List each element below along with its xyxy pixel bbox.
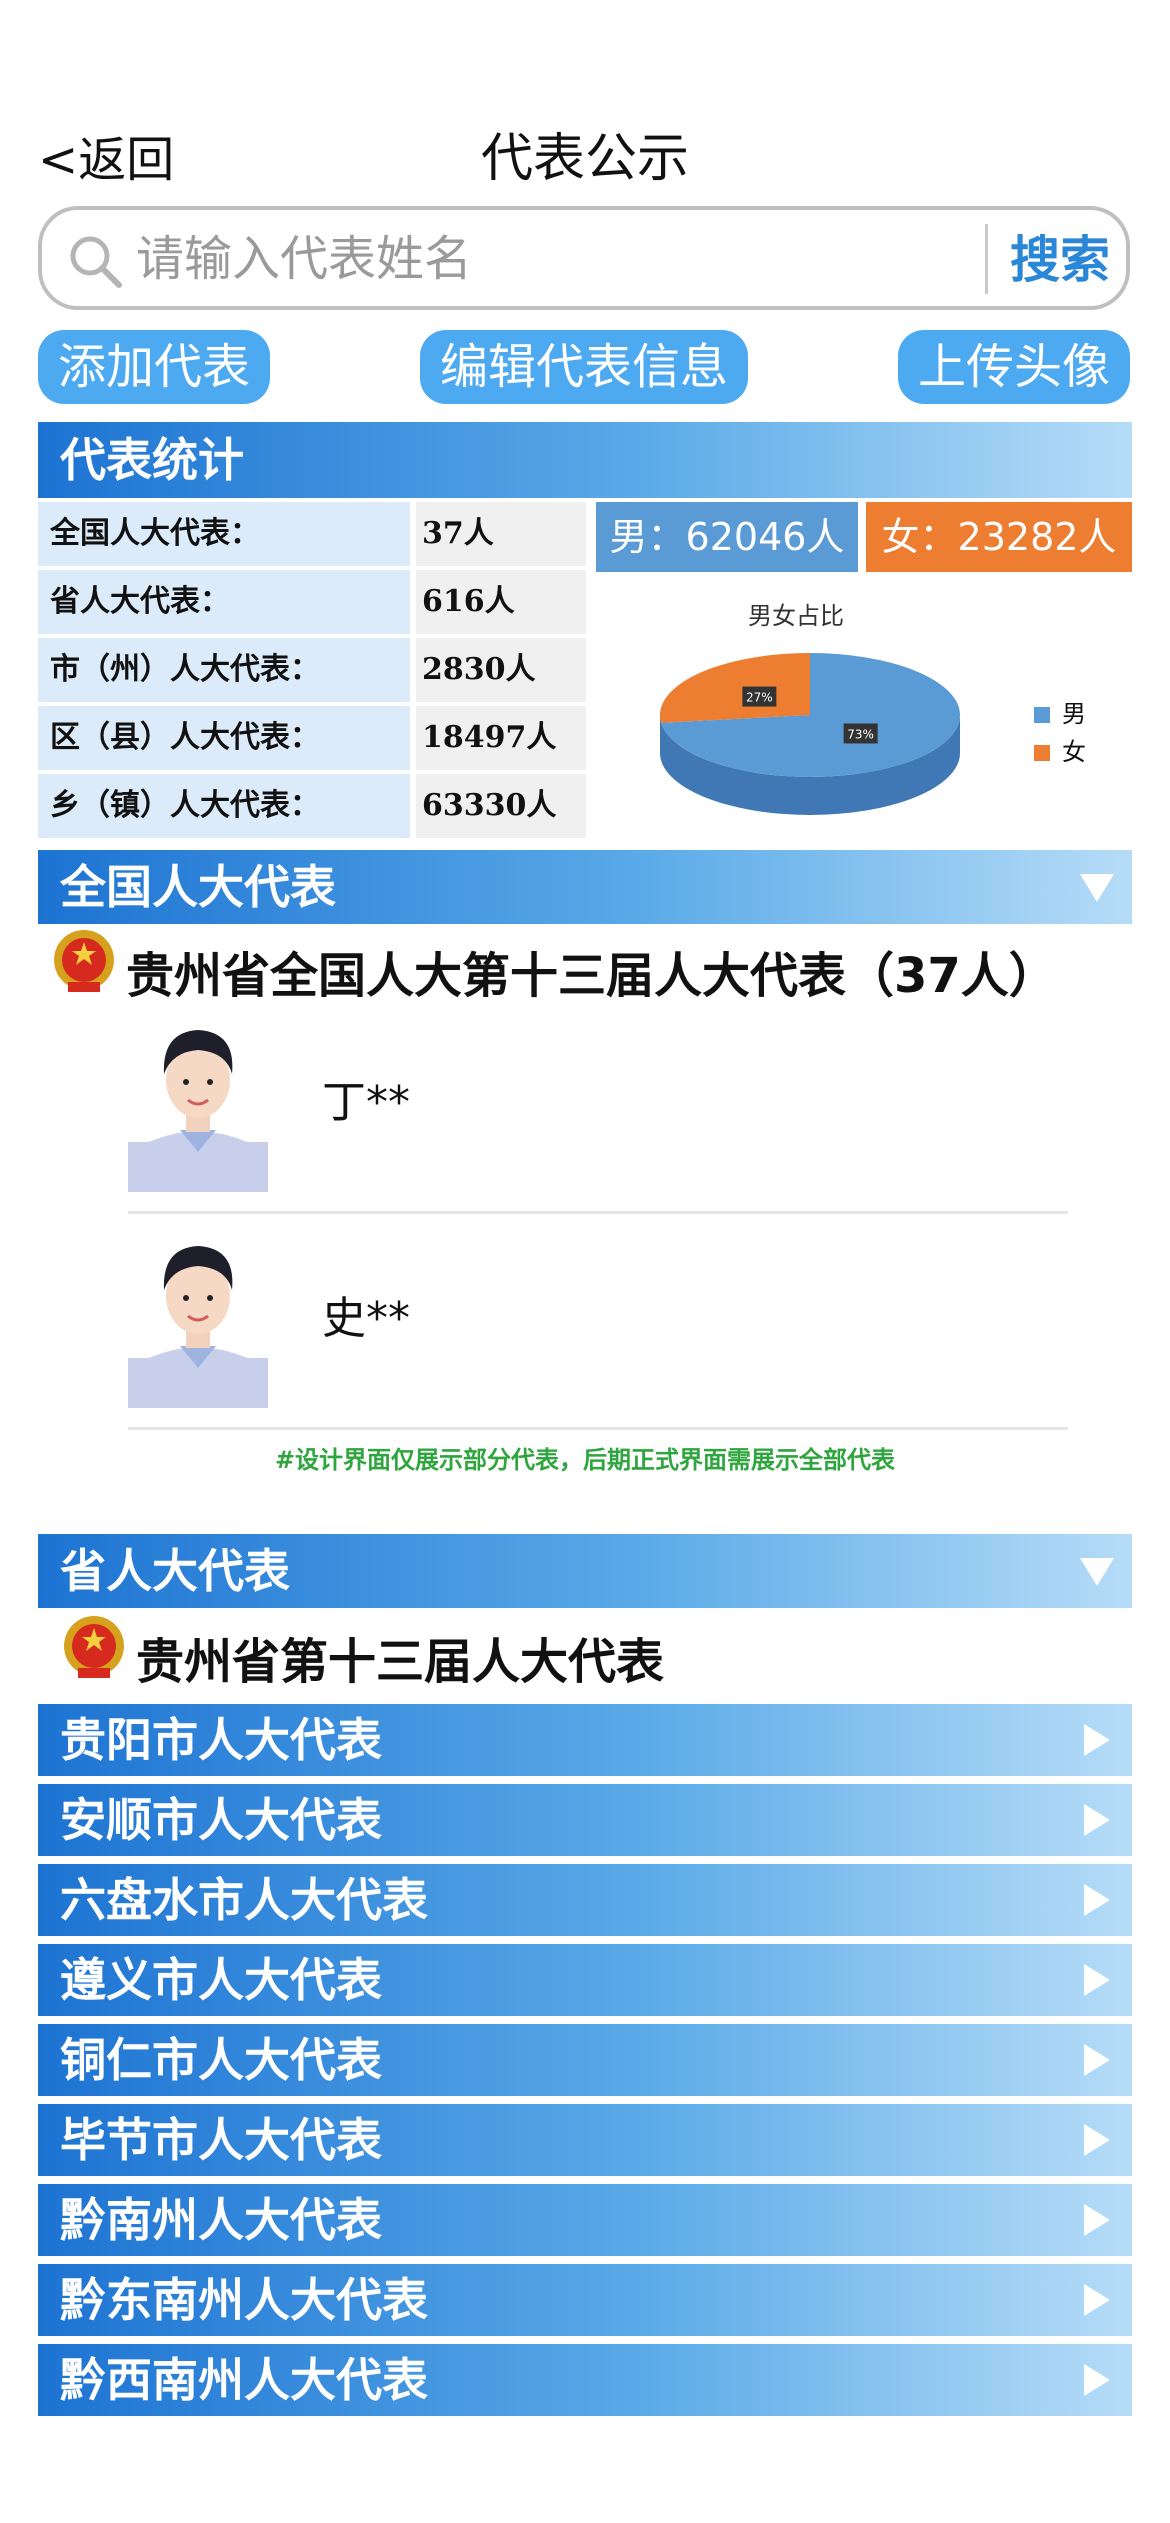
city-item-anshun[interactable]: 安顺市人大代表 [38, 1784, 1132, 1856]
pie-slice [661, 653, 960, 777]
stat-value: 2830人 [416, 638, 586, 702]
legend-label: 男 [1062, 700, 1086, 728]
national-representatives-header[interactable]: 全国人大代表 [38, 850, 1132, 924]
city-item-zunyi[interactable]: 遵义市人大代表 [38, 1944, 1132, 2016]
city-item-qianxinan[interactable]: 黔西南州人大代表 [38, 2344, 1132, 2416]
city-item-guiyang[interactable]: 贵阳市人大代表 [38, 1704, 1132, 1776]
city-label: 黔西南州人大代表 [60, 2353, 428, 2407]
pie-data-label-bg [742, 686, 777, 707]
pie-data-label-bg [843, 723, 878, 744]
legend-swatch [1034, 707, 1050, 723]
city-item-liupanshui[interactable]: 六盘水市人大代表 [38, 1864, 1132, 1936]
chevron-right-icon [1084, 1884, 1110, 1916]
stat-row: 市（州）人大代表： 2830人 [38, 638, 586, 702]
pie-data-label: 73% [847, 727, 874, 741]
search-icon [70, 236, 122, 288]
stat-value: 63330人 [416, 774, 586, 838]
chevron-right-icon [1084, 1804, 1110, 1836]
provincial-representatives-header[interactable]: 省人大代表 [38, 1534, 1132, 1608]
stat-row: 全国人大代表： 37人 [38, 502, 586, 566]
national-section-heading: 贵州省全国人大第十三届人大代表（37人） [126, 948, 1057, 1004]
city-label: 黔东南州人大代表 [60, 2273, 428, 2327]
representative-item[interactable]: 史** [128, 1218, 1068, 1430]
chevron-right-icon [1084, 2044, 1110, 2076]
upload-avatar-button[interactable]: 上传头像 [898, 330, 1130, 404]
add-representative-button[interactable]: 添加代表 [38, 330, 270, 404]
national-section-title: 全国人大代表 [60, 860, 336, 914]
legend-item-female: 女 [1034, 732, 1086, 767]
city-label: 黔南州人大代表 [60, 2193, 382, 2247]
avatar [128, 1030, 268, 1192]
chevron-right-icon [1084, 1724, 1110, 1756]
stat-value: 616人 [416, 570, 586, 634]
chart-title: 男女占比 [748, 602, 844, 630]
gender-pie-chart: 73% 27% [660, 653, 960, 815]
city-label: 贵阳市人大代表 [60, 1713, 382, 1767]
city-label: 铜仁市人大代表 [60, 2033, 382, 2087]
stats-section-header: 代表统计 [38, 422, 1132, 498]
city-label: 遵义市人大代表 [60, 1953, 382, 2007]
stats-section-title: 代表统计 [60, 433, 244, 487]
search-divider [985, 224, 988, 294]
provincial-section-heading: 贵州省第十三届人大代表 [136, 1634, 665, 1690]
legend-swatch [1034, 745, 1050, 761]
chevron-right-icon [1084, 2364, 1110, 2396]
chevron-down-icon [1080, 1558, 1114, 1586]
pie-slice [660, 653, 810, 723]
search-input[interactable] [134, 220, 998, 298]
stat-label: 省人大代表： [38, 570, 410, 634]
search-button[interactable]: 搜索 [1010, 231, 1110, 289]
provincial-section-title: 省人大代表 [60, 1544, 290, 1598]
city-item-tongren[interactable]: 铜仁市人大代表 [38, 2024, 1132, 2096]
city-item-qiandongnan[interactable]: 黔东南州人大代表 [38, 2264, 1132, 2336]
stat-value: 37人 [416, 502, 586, 566]
stat-value: 18497人 [416, 706, 586, 770]
city-label: 六盘水市人大代表 [60, 1873, 428, 1927]
design-note: #设计界面仅展示部分代表，后期正式界面需展示全部代表 [274, 1446, 896, 1474]
national-emblem-icon [54, 930, 114, 992]
chevron-right-icon [1084, 2204, 1110, 2236]
representative-item[interactable]: 丁** [128, 1002, 1068, 1214]
legend-item-male: 男 [1034, 694, 1086, 729]
legend-label: 女 [1062, 738, 1086, 766]
pie-data-label: 27% [746, 691, 773, 705]
representative-name: 丁** [322, 1077, 410, 1128]
female-count-badge: 女：23282人 [866, 502, 1132, 572]
city-item-bijie[interactable]: 毕节市人大代表 [38, 2104, 1132, 2176]
pie-side [660, 715, 960, 815]
city-item-qiannan[interactable]: 黔南州人大代表 [38, 2184, 1132, 2256]
stat-label: 乡（镇）人大代表： [38, 774, 410, 838]
chevron-down-icon [1080, 874, 1114, 902]
stat-label: 全国人大代表： [38, 502, 410, 566]
avatar [128, 1246, 268, 1408]
chevron-right-icon [1084, 1964, 1110, 1996]
top-bar: <返回 代表公示 [0, 112, 1170, 192]
stat-label: 区（县）人大代表： [38, 706, 410, 770]
male-count-badge: 男：62046人 [596, 502, 858, 572]
representative-name: 史** [322, 1293, 410, 1344]
stat-row: 省人大代表： 616人 [38, 570, 586, 634]
edit-representative-button[interactable]: 编辑代表信息 [420, 330, 748, 404]
stat-row: 区（县）人大代表： 18497人 [38, 706, 586, 770]
stat-label: 市（州）人大代表： [38, 638, 410, 702]
chevron-right-icon [1084, 2124, 1110, 2156]
chevron-right-icon [1084, 2284, 1110, 2316]
page-title: 代表公示 [480, 129, 689, 189]
back-button[interactable]: <返回 [38, 132, 175, 188]
city-label: 毕节市人大代表 [60, 2113, 382, 2167]
city-label: 安顺市人大代表 [60, 1793, 382, 1847]
search-bar: 搜索 [38, 206, 1130, 310]
national-emblem-icon [64, 1616, 124, 1678]
stat-row: 乡（镇）人大代表： 63330人 [38, 774, 586, 838]
